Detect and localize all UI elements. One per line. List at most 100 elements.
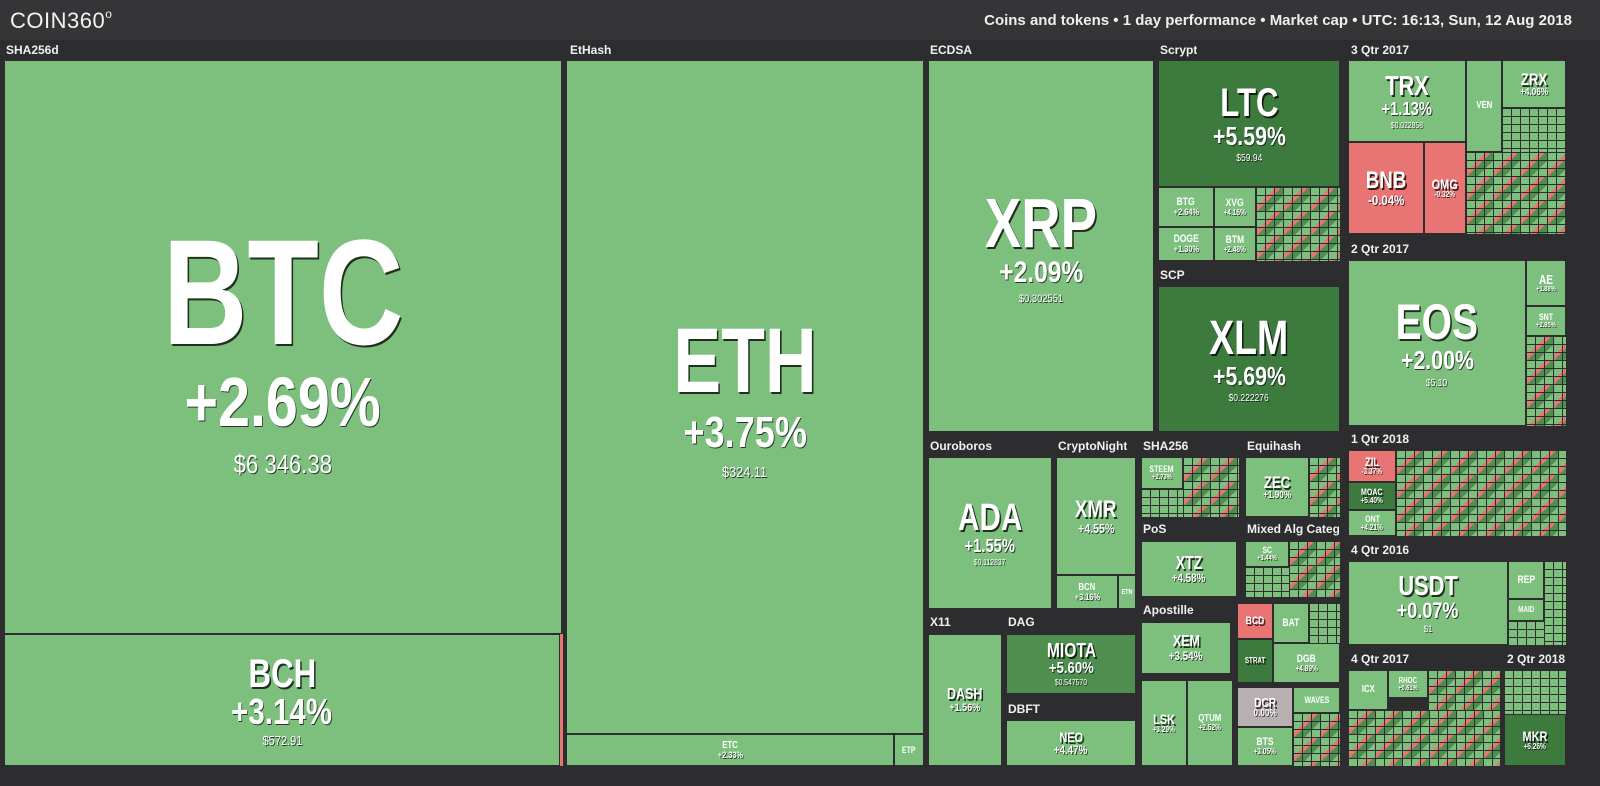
group-label-cryptonight[interactable]: CryptoNight bbox=[1058, 439, 1128, 453]
group-label-q4-2016[interactable]: 4 Qtr 2016 bbox=[1351, 543, 1410, 557]
coin-symbol: ETN bbox=[1121, 588, 1133, 596]
coin-tile-icx[interactable]: ICX bbox=[1348, 670, 1388, 710]
group-label-pos[interactable]: PoS bbox=[1143, 522, 1167, 536]
coin-symbol: DASH bbox=[947, 685, 983, 703]
coin-tile-etp[interactable]: ETP bbox=[894, 734, 924, 766]
scrypt-small-coins[interactable] bbox=[1256, 187, 1340, 261]
group-label-sha256[interactable]: SHA256 bbox=[1143, 439, 1189, 453]
coin-tile-bts[interactable]: BTS +3.05% bbox=[1237, 727, 1293, 766]
group-label-dag[interactable]: DAG bbox=[1008, 615, 1035, 629]
group-label-ecdsa[interactable]: ECDSA bbox=[930, 43, 973, 57]
coin-tile-zil[interactable]: ZIL -3.37% bbox=[1348, 450, 1396, 482]
coin-tile-steem[interactable]: STEEM +2.73% bbox=[1141, 457, 1183, 489]
group-label-x11[interactable]: X11 bbox=[930, 615, 951, 629]
coin-tile-ont[interactable]: ONT +4.21% bbox=[1348, 510, 1396, 536]
coin-tile-dgb[interactable]: DGB +4.89% bbox=[1273, 643, 1340, 683]
coin-tile-dcr[interactable]: DCR 0.00% bbox=[1237, 687, 1293, 727]
coin-tile-trx[interactable]: TRX +1.13% $0.022858 bbox=[1348, 60, 1466, 142]
q4-2016-small-coins[interactable] bbox=[1508, 621, 1544, 645]
coin-tile-eth[interactable]: ETH +3.75% $324.11 bbox=[566, 60, 924, 734]
coin-tile-xmr[interactable]: XMR +4.55% bbox=[1056, 457, 1136, 575]
coin-tile-strat[interactable]: STRAT bbox=[1237, 639, 1273, 683]
coin-price: $0.222276 bbox=[1228, 392, 1270, 404]
coin-tile-omg[interactable]: OMG -0.32% bbox=[1424, 142, 1466, 234]
group-label-q2-2018[interactable]: 2 Qtr 2018 bbox=[1507, 652, 1566, 666]
q1-2018-small-coins[interactable] bbox=[1396, 450, 1566, 536]
coin-tile-etn[interactable]: ETN bbox=[1118, 575, 1136, 609]
misc-small-coins[interactable] bbox=[1309, 603, 1340, 643]
group-label-q2-2017[interactable]: 2 Qtr 2017 bbox=[1351, 242, 1410, 256]
q4-2017-small-coins-2[interactable] bbox=[1428, 670, 1500, 710]
coin-tile-bcd[interactable]: BCD bbox=[1237, 603, 1273, 639]
coin-tile-bch[interactable]: BCH +3.14% $572.91 bbox=[4, 634, 560, 766]
coin-tile-zrx[interactable]: ZRX +4.06% bbox=[1502, 60, 1566, 108]
coin-tile-xrp[interactable]: XRP +2.09% $0.302551 bbox=[928, 60, 1154, 432]
q4-2017-small-coins[interactable] bbox=[1348, 710, 1500, 766]
coin-tile-dash[interactable]: DASH +1.56% bbox=[928, 634, 1002, 766]
sha256-small-coins-2[interactable] bbox=[1141, 489, 1183, 517]
coin-tile-bat[interactable]: BAT bbox=[1273, 603, 1309, 643]
coin-tile-bnb[interactable]: BNB -0.04% bbox=[1348, 142, 1424, 234]
group-label-q3-2017[interactable]: 3 Qtr 2017 bbox=[1351, 43, 1410, 57]
coin-tile-rhoc[interactable]: RHOC +0.61% bbox=[1388, 670, 1428, 698]
coin-tile-qtum[interactable]: QTUM +2.52% bbox=[1187, 680, 1233, 766]
coin-symbol: STEEM bbox=[1149, 464, 1175, 474]
group-label-scp[interactable]: SCP bbox=[1160, 268, 1185, 282]
coin-tile-bcn[interactable]: BCN +3.16% bbox=[1056, 575, 1118, 609]
group-label-q1-2018[interactable]: 1 Qtr 2018 bbox=[1351, 432, 1410, 446]
q2-2017-small-coins[interactable] bbox=[1526, 336, 1566, 426]
group-label-q4-2017[interactable]: 4 Qtr 2017 bbox=[1351, 652, 1410, 666]
coin-tile-eos[interactable]: EOS +2.00% $5.10 bbox=[1348, 260, 1526, 426]
coin-tile-small-red[interactable] bbox=[560, 634, 563, 766]
equihash-small-coins[interactable] bbox=[1309, 457, 1340, 517]
coin-tile-xtz[interactable]: XTZ +4.58% bbox=[1141, 541, 1237, 597]
coin-tile-waves[interactable]: WAVES bbox=[1293, 687, 1340, 713]
coin-tile-miota[interactable]: MIOTA +5.60% $0.547570 bbox=[1006, 634, 1136, 694]
mixed-alg-small-coins[interactable] bbox=[1289, 541, 1340, 597]
misc-tiny-coins[interactable] bbox=[1293, 713, 1340, 766]
group-label-scrypt[interactable]: Scrypt bbox=[1160, 43, 1198, 57]
coin-change: +2.69% bbox=[184, 363, 382, 441]
q4-2016-small-coins-2[interactable] bbox=[1544, 561, 1566, 645]
coin-tile-etc[interactable]: ETC +2.33% bbox=[566, 734, 894, 766]
mixed-alg-small-coins-2[interactable] bbox=[1245, 567, 1289, 597]
group-label-dbft[interactable]: DBFT bbox=[1008, 702, 1040, 716]
coin-tile-xlm[interactable]: XLM +5.69% $0.222276 bbox=[1158, 286, 1340, 432]
coin360-logo[interactable]: COIN360o bbox=[10, 7, 112, 34]
coin-tile-ven[interactable]: VEN bbox=[1466, 60, 1502, 152]
q2-2018-small-coins[interactable] bbox=[1504, 670, 1566, 714]
coin-tile-rep[interactable]: REP bbox=[1508, 561, 1544, 599]
coin-tile-lsk[interactable]: LSK +3.29% bbox=[1141, 680, 1187, 766]
coin-tile-usdt[interactable]: USDT +0.07% $1 bbox=[1348, 561, 1508, 645]
view-settings-info[interactable]: Coins and tokens • 1 day performance • M… bbox=[984, 12, 1572, 29]
coin-change: +3.29% bbox=[1152, 725, 1176, 734]
coin-tile-mkr[interactable]: MKR +6.26% bbox=[1504, 714, 1566, 766]
q3-2017-tiny-coins[interactable] bbox=[1466, 152, 1566, 234]
coin-tile-zec[interactable]: ZEC +1.90% bbox=[1245, 457, 1309, 517]
coin-tile-doge[interactable]: DOGE +1.30% bbox=[1158, 227, 1214, 261]
group-label-equihash[interactable]: Equihash bbox=[1247, 439, 1302, 453]
coin-tile-neo[interactable]: NEO +4.47% bbox=[1006, 720, 1136, 766]
coin-symbol: XRP bbox=[984, 183, 1098, 262]
sha256-small-coins[interactable] bbox=[1183, 457, 1239, 517]
coin-tile-btc[interactable]: BTC +2.69% $6 346.38 bbox=[4, 60, 562, 634]
group-label-ouroboros[interactable]: Ouroboros bbox=[930, 439, 992, 453]
coin-tile-snt[interactable]: SNT +2.95% bbox=[1526, 306, 1566, 336]
coin-tile-xem[interactable]: XEM +3.54% bbox=[1141, 622, 1231, 674]
coin-tile-ada[interactable]: ADA +1.55% $0.112837 bbox=[928, 457, 1052, 609]
coin-tile-ltc[interactable]: LTC +5.59% $59.94 bbox=[1158, 60, 1340, 187]
coin-tile-moac[interactable]: MOAC +5.40% bbox=[1348, 482, 1396, 510]
coin-tile-btm[interactable]: BTM +2.48% bbox=[1214, 227, 1256, 261]
coin-tile-ae[interactable]: AE +1.88% bbox=[1526, 260, 1566, 306]
group-label-apostille[interactable]: Apostille bbox=[1143, 603, 1194, 617]
group-label-ethash[interactable]: EtHash bbox=[570, 43, 612, 57]
coin-tile-xvg[interactable]: XVG +4.16% bbox=[1214, 187, 1256, 227]
coin-tile-btg[interactable]: BTG +2.64% bbox=[1158, 187, 1214, 227]
coin-symbol: DGB bbox=[1296, 652, 1317, 665]
coin-change: 0.00% bbox=[1253, 707, 1277, 719]
group-label-mixed[interactable]: Mixed Alg Catego bbox=[1247, 522, 1339, 536]
q3-2017-small-coins[interactable] bbox=[1502, 108, 1566, 152]
coin-tile-maid[interactable]: MAID bbox=[1508, 599, 1544, 621]
coin-tile-sc[interactable]: SC +3.44% bbox=[1245, 541, 1289, 567]
group-label-sha256d[interactable]: SHA256d bbox=[6, 43, 59, 57]
